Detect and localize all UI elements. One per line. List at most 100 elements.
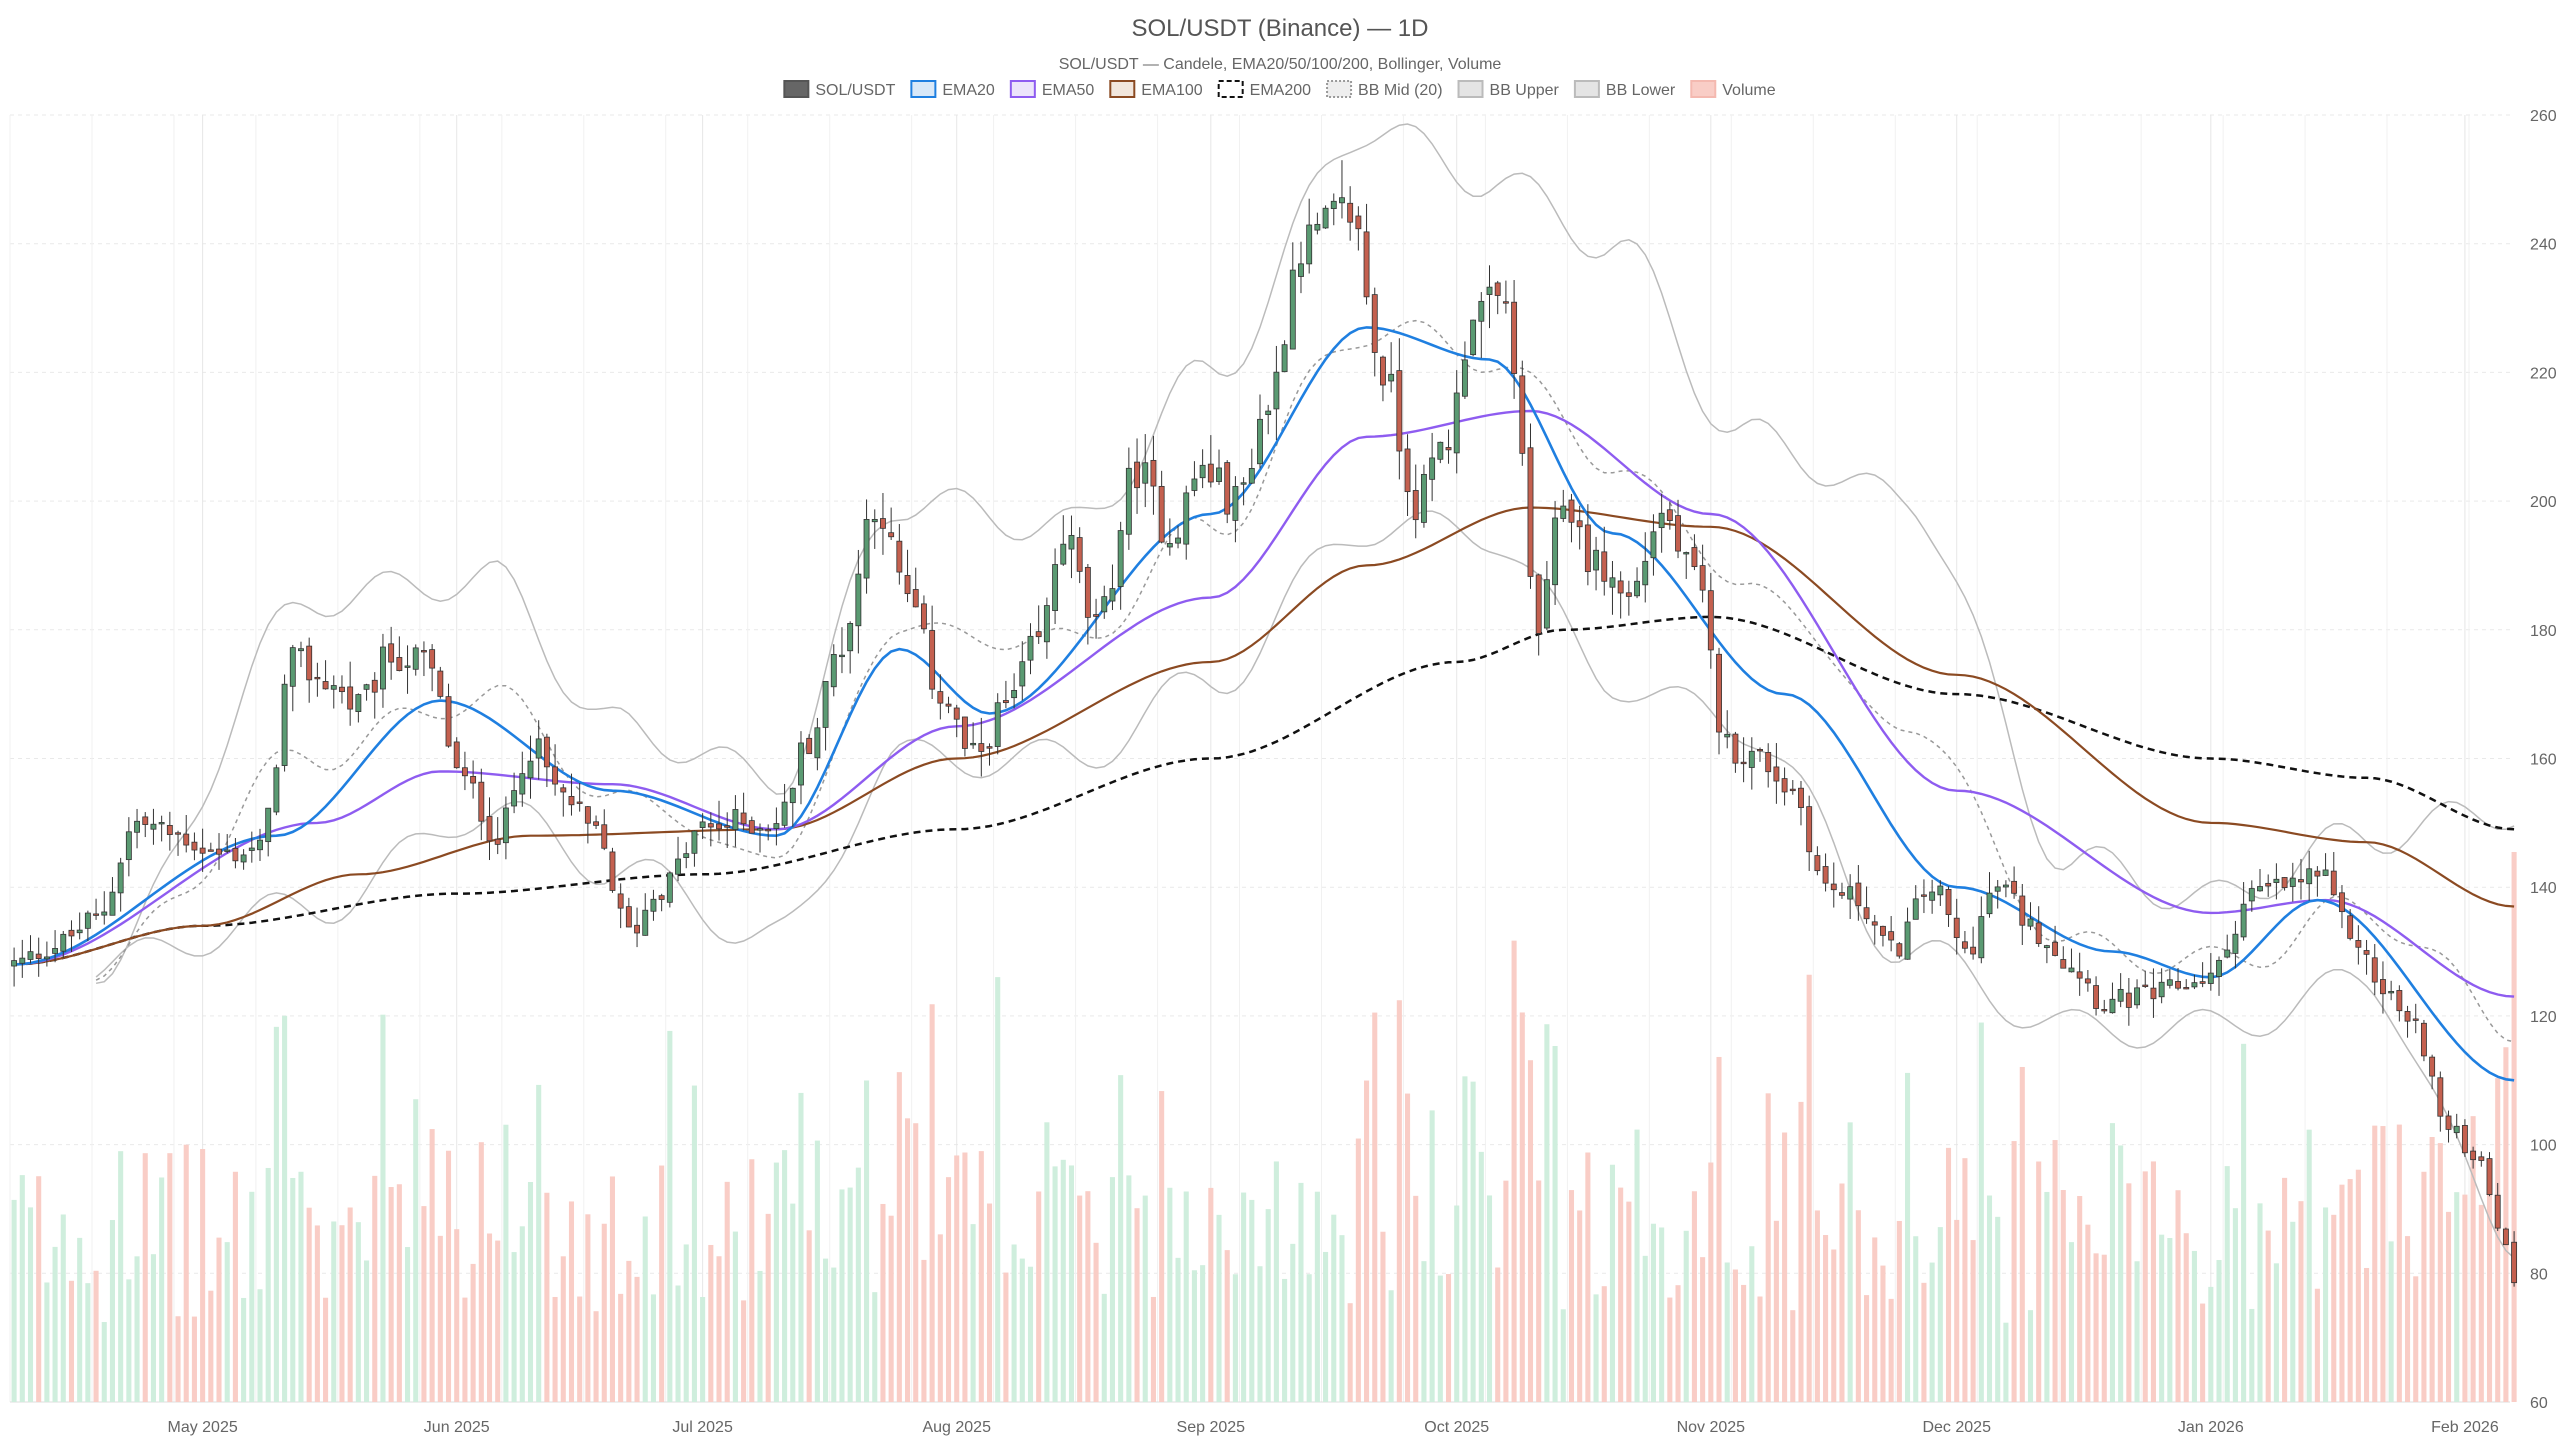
candle-body	[2011, 880, 2018, 894]
candle-body	[609, 851, 616, 891]
volume-bar	[806, 1230, 812, 1402]
volume-bar	[2142, 1171, 2148, 1402]
candle-body	[396, 657, 403, 672]
candle-body	[2035, 922, 2042, 944]
candle-body	[1847, 886, 1854, 900]
volume-bar	[1150, 1296, 1156, 1402]
candle-body	[445, 696, 452, 747]
y-tick-label: 260	[2530, 108, 2557, 125]
volume-bar	[1142, 1195, 1148, 1402]
volume-bar	[1650, 1223, 1656, 1402]
volume-bar	[282, 1015, 288, 1402]
x-tick-label: Jun 2025	[424, 1419, 490, 1436]
candle-body	[1420, 473, 1427, 523]
volume-bar	[1036, 1191, 1042, 1402]
candle-body	[314, 676, 321, 680]
candle-body	[1101, 596, 1108, 613]
y-tick-label: 240	[2530, 237, 2557, 254]
legend-item-ema200[interactable]: EMA200	[1217, 80, 1311, 99]
candle-body	[1216, 467, 1222, 482]
volume-bar	[159, 1177, 165, 1402]
volume-bar	[970, 1224, 976, 1402]
candle-body	[1470, 319, 1477, 356]
candle-body	[2347, 915, 2354, 939]
volume-bar	[175, 1316, 181, 1402]
candle-body	[552, 766, 559, 785]
candle-body	[1945, 889, 1952, 915]
candle-body	[1724, 733, 1731, 738]
legend[interactable]: SOL/USDT EMA20 EMA50 EMA100 EMA200 BB Mid (20…	[783, 80, 1776, 99]
candle-body	[1970, 946, 1977, 955]
legend-item-ema100[interactable]: EMA100	[1109, 80, 1203, 99]
volume-bar	[118, 1151, 124, 1402]
candle-body	[822, 681, 829, 728]
legend-item-ema50[interactable]: EMA50	[1009, 80, 1095, 99]
volume-bar	[2249, 1308, 2255, 1402]
legend-swatch	[1326, 80, 1353, 98]
legend-item-ema20[interactable]: EMA20	[910, 80, 995, 99]
candle-body	[945, 703, 952, 707]
candle-body	[970, 742, 977, 746]
candle-body	[724, 825, 731, 828]
volume-bar	[437, 1235, 443, 1402]
candle-body	[2232, 933, 2239, 954]
candle-body	[273, 767, 280, 813]
candle-body	[2478, 1156, 2485, 1161]
candle-body	[806, 737, 813, 755]
volume-bar	[1306, 1274, 1312, 1402]
legend-item-bbupper[interactable]: BB Upper	[1457, 80, 1560, 99]
volume-bar	[1765, 1093, 1771, 1402]
volume-bar	[1003, 1272, 1009, 1402]
volume-bar	[2093, 1253, 2099, 1402]
legend-item-bblower[interactable]: BB Lower	[1573, 80, 1676, 99]
volume-bar	[1126, 1175, 1132, 1402]
volume-bar	[1396, 1000, 1402, 1402]
volume-bar	[1642, 1255, 1648, 1402]
candle-body	[257, 839, 263, 851]
legend-swatch	[1217, 80, 1244, 98]
volume-bar	[642, 1216, 648, 1402]
legend-swatch	[1457, 80, 1484, 98]
candle-body	[1330, 200, 1337, 210]
volume-bar	[142, 1153, 148, 1402]
legend-item-volume[interactable]: Volume	[1690, 80, 1776, 99]
volume-bar	[626, 1260, 632, 1402]
volume-bar	[2027, 1310, 2034, 1402]
candle-body	[2134, 987, 2140, 1006]
candle-body	[511, 790, 518, 807]
candle-body	[1675, 515, 1681, 552]
volume-bar	[1503, 1180, 1509, 1402]
legend-item-candles[interactable]: SOL/USDT	[783, 80, 896, 99]
volume-bar	[1134, 1208, 1140, 1402]
candle-body	[289, 647, 296, 687]
candle-body	[207, 849, 214, 852]
volume-bar	[2380, 1126, 2386, 1402]
candle-body	[281, 683, 288, 766]
candle-body	[2371, 957, 2378, 983]
volume-bar	[323, 1297, 329, 1402]
legend-swatch	[1109, 80, 1136, 98]
volume-bar	[1511, 940, 1517, 1402]
candle-body	[1306, 224, 1313, 265]
volume-bar	[560, 1256, 566, 1402]
volume-bar	[536, 1084, 542, 1402]
volume-bar	[921, 1259, 927, 1402]
candle-body	[2084, 978, 2091, 984]
candle-body	[1396, 370, 1403, 452]
candle-body	[666, 872, 673, 903]
volume-bar	[1724, 1262, 1730, 1402]
candle-body	[691, 830, 698, 854]
volume-bar	[224, 1242, 230, 1402]
candle-body	[298, 648, 304, 652]
candle-body	[363, 684, 370, 690]
candle-body	[1437, 441, 1444, 460]
candle-body	[798, 742, 804, 786]
candle-body	[1691, 547, 1698, 568]
volume-bar	[1486, 1195, 1493, 1402]
legend-label: Volume	[1722, 82, 1775, 99]
volume-bar	[2224, 1166, 2230, 1402]
volume-bar	[1331, 1214, 1337, 1402]
candle-body	[2166, 979, 2173, 986]
legend-item-bbmid[interactable]: BB Mid (20)	[1326, 80, 1443, 99]
volume-bar	[1347, 1303, 1353, 1402]
